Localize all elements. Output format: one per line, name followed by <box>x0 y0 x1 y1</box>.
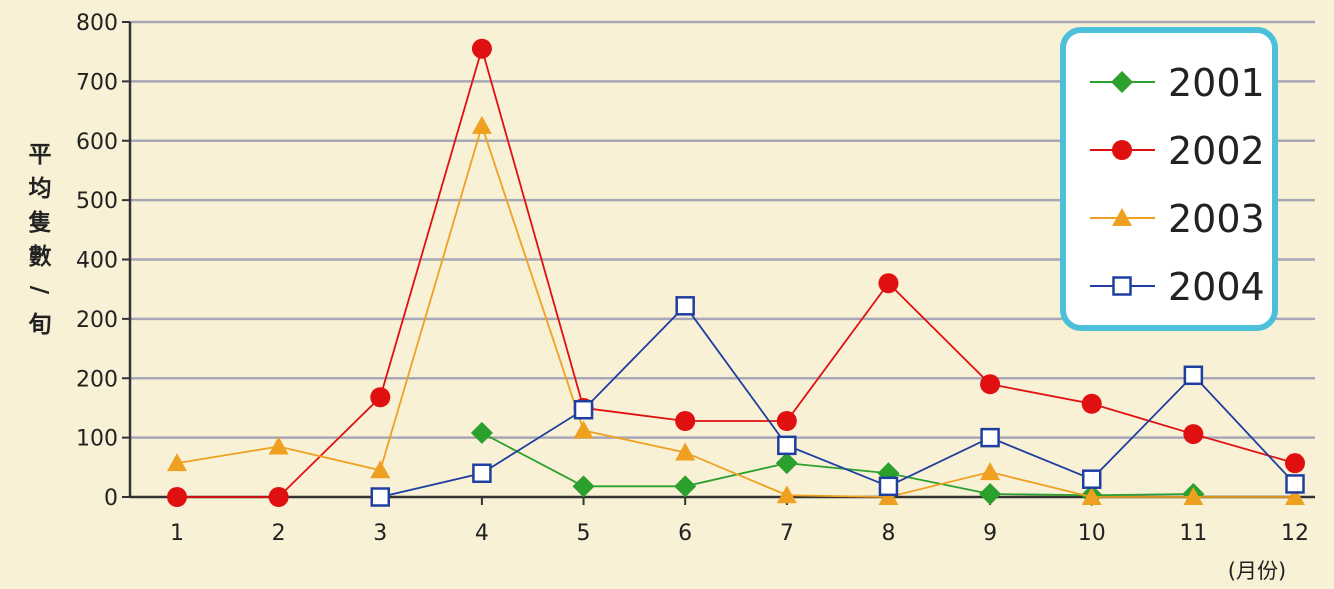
x-axis-label: (月份) <box>1228 559 1286 583</box>
series-lines <box>167 38 1305 507</box>
data-point-2002 <box>675 411 696 431</box>
data-point-2003 <box>268 436 289 455</box>
series-line-2001 <box>481 432 1194 497</box>
x-tick-label: 4 <box>475 521 489 546</box>
data-point-2004 <box>980 427 1000 448</box>
y-axis-label-char: 均 <box>29 175 52 202</box>
y-tick-label: 0 <box>104 486 118 511</box>
x-tick-label: 9 <box>983 521 997 546</box>
legend-label: 2003 <box>1168 197 1265 241</box>
y-tick-label: 100 <box>76 427 118 452</box>
data-point-2002 <box>1081 393 1102 414</box>
data-point-2003 <box>1081 487 1102 505</box>
data-point-2004 <box>777 435 797 456</box>
data-point-2001 <box>979 483 1002 506</box>
data-point-2003 <box>573 420 594 439</box>
series-2004 <box>370 296 1305 507</box>
data-point-2002 <box>1183 424 1204 445</box>
legend-item-2001: 2001 <box>1090 61 1265 105</box>
data-point-2004 <box>472 463 492 483</box>
legend-label: 2002 <box>1168 129 1265 173</box>
x-tick-label: 8 <box>881 521 895 546</box>
data-point-2003 <box>675 442 696 461</box>
data-point-2004 <box>675 296 695 316</box>
y-tick-label: 500 <box>76 189 118 214</box>
data-point-2002 <box>471 38 492 59</box>
y-axis-label-char: 數 <box>29 244 52 270</box>
data-point-2003 <box>1183 487 1204 505</box>
series-2002 <box>167 38 1305 507</box>
series-line-2004 <box>380 304 1296 498</box>
data-point-2002 <box>776 411 797 431</box>
legend-marker <box>1111 71 1133 93</box>
legend-box <box>1060 27 1278 331</box>
x-tick-label: 5 <box>577 521 591 546</box>
data-point-2003 <box>167 453 187 472</box>
data-point-2001 <box>674 475 697 498</box>
series-line-2002 <box>177 45 1296 498</box>
legend-item-2004: 2004 <box>1090 265 1265 309</box>
legend-label: 2004 <box>1168 265 1265 309</box>
data-point-2002 <box>370 387 391 408</box>
data-point-2003 <box>1285 487 1305 505</box>
data-point-2004 <box>1285 474 1305 494</box>
y-axis-label-char: 隻 <box>28 209 52 236</box>
y-tick-label: 400 <box>76 249 118 274</box>
legend-marker <box>1112 140 1132 160</box>
legend-item-2002: 2002 <box>1090 129 1265 173</box>
data-point-2001 <box>572 475 595 498</box>
data-point-2002 <box>878 273 899 294</box>
legend-label: 2001 <box>1168 61 1265 105</box>
data-point-2004 <box>878 476 899 497</box>
data-point-2004 <box>370 487 391 507</box>
legend: 2001 2002 2003 2004 <box>1060 27 1278 331</box>
data-point-2003 <box>370 460 391 479</box>
data-point-2002 <box>167 487 187 507</box>
y-tick-labels: 0 100 200 200 400 500 600 700 800 <box>76 11 118 511</box>
data-point-2004 <box>1183 365 1204 386</box>
data-point-2003 <box>980 462 1001 481</box>
y-tick-label: 200 <box>76 308 118 333</box>
x-tick-label: 12 <box>1281 521 1309 546</box>
data-point-2001 <box>470 421 493 444</box>
y-tick-label: 700 <box>76 70 118 95</box>
x-tick-label: 3 <box>373 521 387 546</box>
data-point-2002 <box>268 487 289 507</box>
y-axis-label-char: 平 <box>29 142 52 168</box>
data-point-2002 <box>980 374 1001 395</box>
legend-marker <box>1112 208 1132 226</box>
data-point-2003 <box>471 115 492 134</box>
data-point-2001 <box>775 452 798 475</box>
x-tick-label: 11 <box>1179 521 1207 546</box>
data-point-2002 <box>1285 453 1305 474</box>
x-tick-label: 1 <box>170 521 184 546</box>
y-axis-label-char: 旬 <box>28 312 52 338</box>
x-tick-labels: 1 2 3 4 5 6 7 8 9 10 11 12 <box>170 521 1309 546</box>
series-line-2003 <box>176 122 1295 498</box>
y-axis-label-char: / <box>26 286 52 295</box>
x-tick-label: 7 <box>780 521 794 546</box>
y-tick-label: 200 <box>76 367 118 392</box>
y-tick-label: 800 <box>76 11 118 36</box>
x-tick-label: 2 <box>272 521 286 546</box>
y-tick-label: 600 <box>76 130 118 155</box>
legend-marker <box>1112 276 1132 296</box>
x-tick-label: 6 <box>678 521 692 546</box>
x-tick-label: 10 <box>1078 521 1106 546</box>
data-point-2004 <box>1081 469 1102 489</box>
legend-item-2003: 2003 <box>1090 197 1265 241</box>
data-point-2003 <box>776 485 797 504</box>
data-point-2004 <box>573 399 594 420</box>
